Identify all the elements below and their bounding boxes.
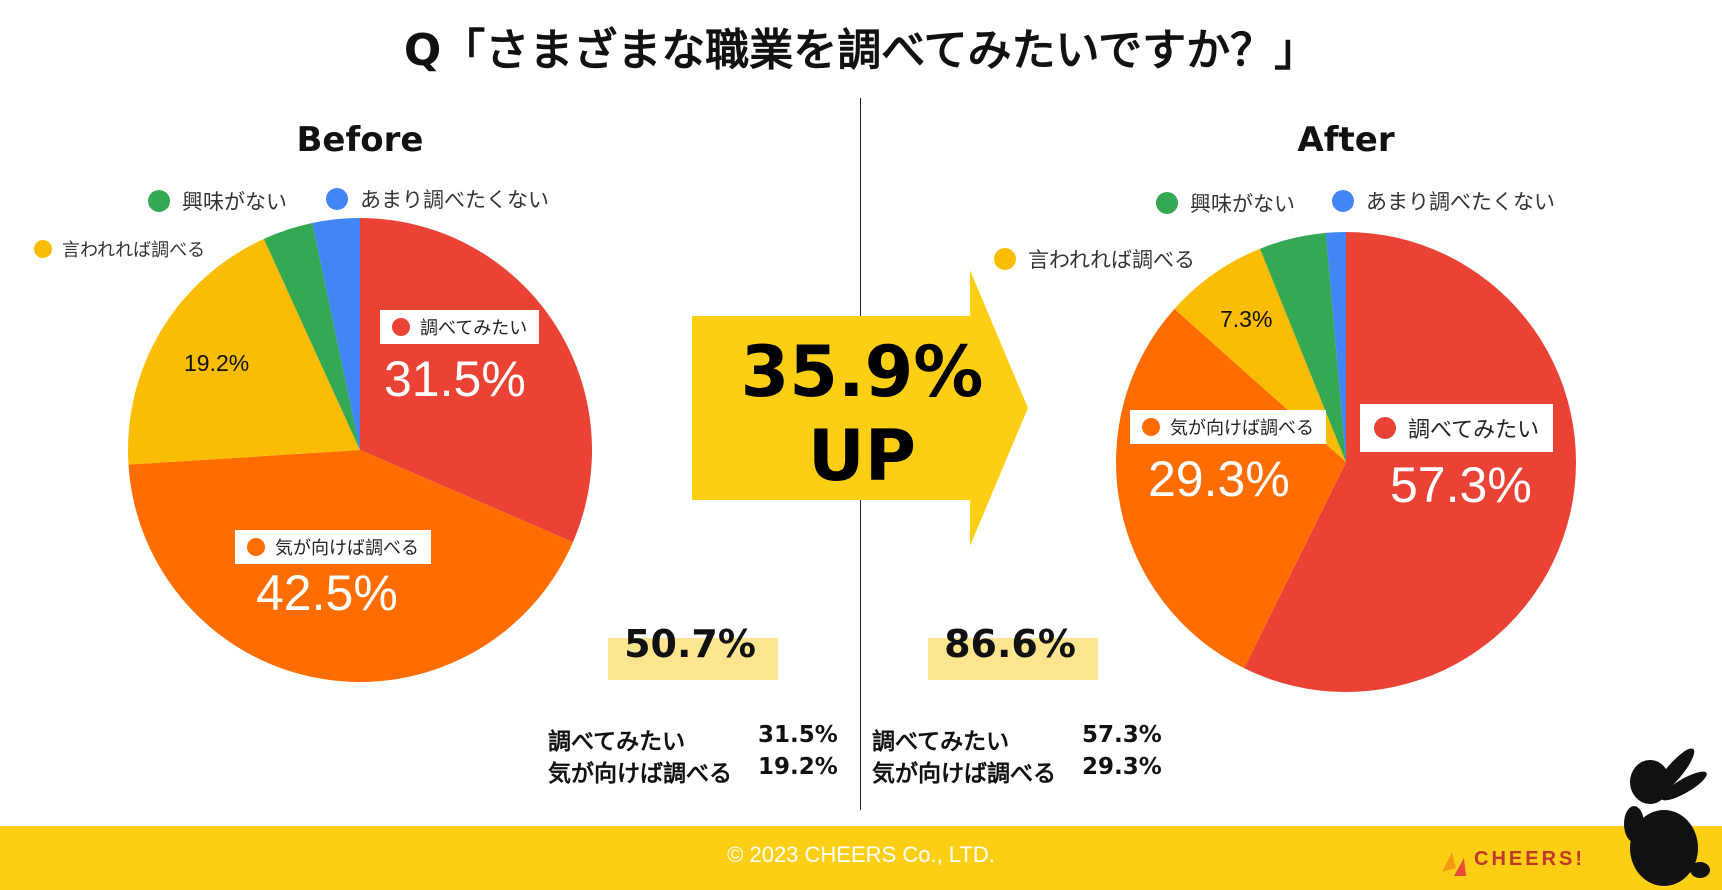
summary-row-label: 気が向けば調べる	[872, 761, 1056, 787]
label-dot-orange	[1142, 418, 1160, 436]
legend-item-not-interested: 興味がない	[1156, 188, 1295, 218]
legend-dot-blue	[1332, 190, 1354, 212]
legend-label: 興味がない	[1190, 192, 1295, 216]
pie-slice-after-1	[1116, 308, 1346, 669]
pie-slice-before-0	[360, 218, 592, 543]
slice-label-mood-after: 気が向けば調べる	[1130, 410, 1326, 444]
increase-suffix: UP	[807, 415, 917, 497]
highlight-before	[608, 638, 778, 680]
legend-item-if-told: 言われれば調べる	[34, 236, 205, 262]
slice-label-want-before: 調べてみたい	[380, 310, 540, 344]
legend-label: 興味がない	[182, 190, 287, 214]
brand-name: CHEERS!	[1474, 848, 1586, 870]
slice-label-text: 気が向けば調べる	[275, 538, 419, 559]
summary-row-value: 29.3%	[1082, 754, 1162, 780]
legend-label: あまり調べたくない	[1366, 190, 1555, 214]
pie-slice-before-4	[312, 218, 360, 450]
legend-label: あまり調べたくない	[360, 188, 549, 212]
summary-row-value: 19.2%	[758, 754, 838, 780]
legend-dot-blue	[326, 188, 348, 210]
pie-slice-before-2	[127, 238, 360, 465]
legend-dot-yellow	[34, 240, 52, 258]
summary-row-label: 調べてみたい	[548, 729, 686, 755]
highlight-after	[928, 638, 1098, 680]
summary-row-label: 気が向けば調べる	[548, 761, 732, 787]
slice-value-want-before: 31.5%	[384, 351, 526, 407]
pie-slice-after-2	[1174, 248, 1346, 462]
slice-label-text: 気が向けば調べる	[1170, 418, 1314, 439]
summary-row-value: 57.3%	[1082, 722, 1162, 748]
slice-label-text: 調べてみたい	[1408, 418, 1540, 443]
summary-total-before: 50.7%	[624, 622, 756, 666]
slice-value-told-before: 19.2%	[184, 350, 250, 376]
legend-label: 言われれば調べる	[1028, 248, 1195, 272]
slice-value-told-after: 7.3%	[1220, 306, 1273, 332]
summary-row-value: 31.5%	[758, 722, 838, 748]
footer-banner	[0, 826, 1722, 890]
pie-slice-after-3	[1259, 232, 1346, 462]
slice-value-mood-before: 42.5%	[256, 565, 398, 621]
label-dot-red	[1374, 417, 1396, 439]
up-arrow-shape	[692, 270, 1028, 546]
increase-value: 35.9%	[740, 331, 984, 413]
pie-slice-before-3	[263, 222, 360, 450]
pie-slice-before-1	[128, 450, 573, 683]
legend-dot-yellow	[994, 248, 1016, 270]
chart-title-before: Before	[296, 120, 424, 160]
label-dot-red	[392, 318, 410, 336]
pie-slice-after-4	[1325, 232, 1346, 462]
slice-value-want-after: 57.3%	[1390, 457, 1532, 513]
legend-item-dont-want: あまり調べたくない	[1332, 186, 1555, 216]
slice-label-mood-before: 気が向けば調べる	[235, 530, 431, 564]
rabbit-silhouette-icon	[1624, 748, 1710, 886]
legend-item-not-interested: 興味がない	[148, 186, 287, 216]
summary-row-label: 調べてみたい	[872, 729, 1010, 755]
copyright-text: © 2023 CHEERS Co., LTD.	[727, 842, 995, 867]
brand-logo-icon	[1442, 852, 1466, 876]
page-title: Q「さまざまな職業を調べてみたいですか？」	[403, 25, 1319, 76]
summary-total-after: 86.6%	[944, 622, 1076, 666]
pie-slice-after-0	[1244, 232, 1576, 692]
legend-label: 言われれば調べる	[62, 240, 206, 261]
legend-item-dont-want: あまり調べたくない	[326, 184, 549, 214]
legend-dot-green	[1156, 192, 1178, 214]
increase-callout: 35.9% UP	[692, 330, 1032, 498]
legend-dot-green	[148, 190, 170, 212]
slice-value-mood-after: 29.3%	[1148, 451, 1290, 507]
slice-label-text: 調べてみたい	[420, 318, 528, 339]
legend-item-if-told: 言われれば調べる	[994, 244, 1195, 274]
chart-title-after: After	[1297, 120, 1395, 160]
slice-label-want-after: 調べてみたい	[1360, 404, 1554, 452]
label-dot-orange	[247, 538, 265, 556]
